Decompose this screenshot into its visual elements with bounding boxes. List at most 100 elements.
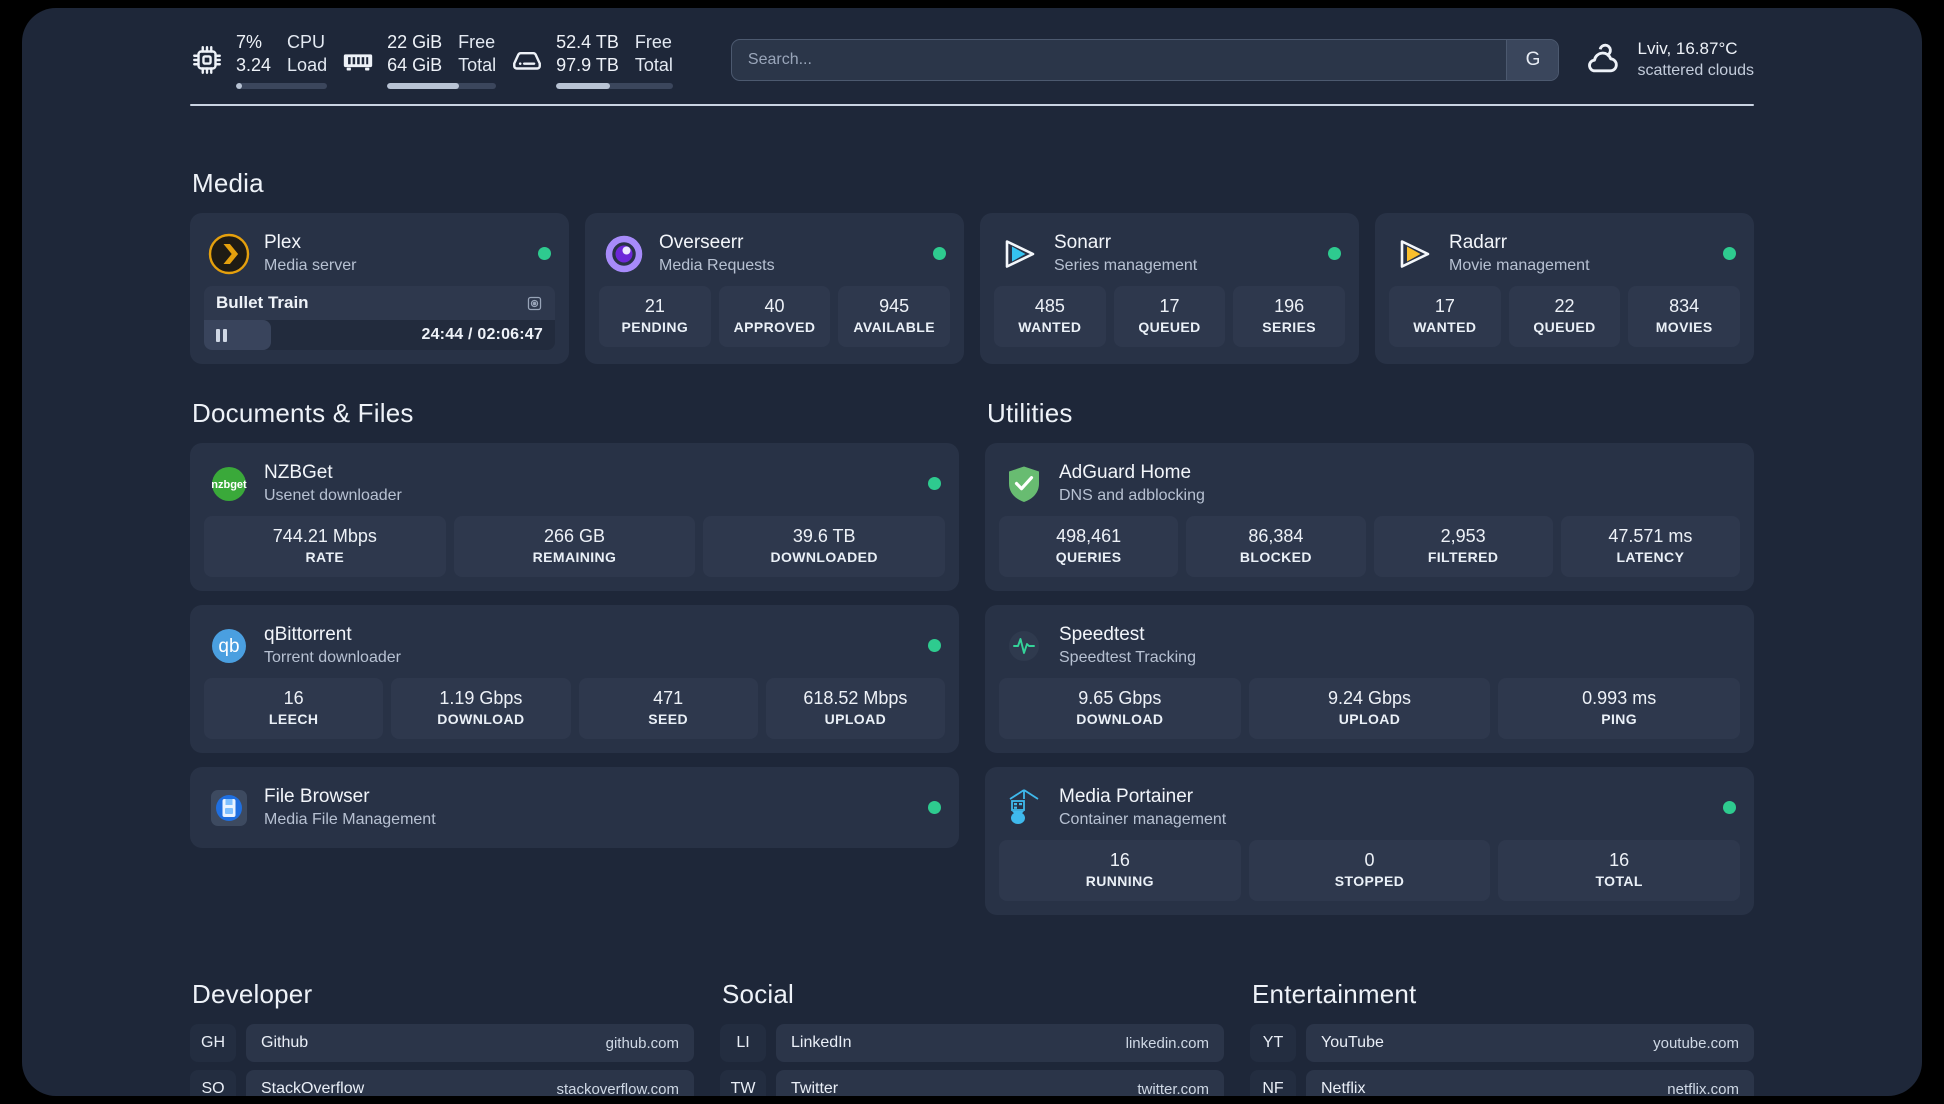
pause-icon[interactable] (216, 328, 227, 342)
metric-tile: 0.993 ms PING (1498, 678, 1741, 739)
bookmark-group-entertainment: Entertainment YT YouTube youtube.com NF … (1250, 979, 1754, 1096)
search-engine-button[interactable]: G (1506, 40, 1559, 80)
cloud-icon (1583, 40, 1623, 80)
stat-cpu[interactable]: 7% 3.24 CPU Load (190, 31, 328, 89)
bookmark-abbr: SO (190, 1070, 236, 1096)
metric-label: AVAILABLE (853, 319, 935, 335)
service-card-sonarr[interactable]: Sonarr Series management 485 WANTED 17 Q… (980, 213, 1359, 364)
bookmark-url: github.com (605, 1034, 679, 1052)
memory-free-value: 22 GiB (387, 32, 443, 52)
stat-memory[interactable]: 22 GiB 64 GiB Free Total (341, 31, 497, 89)
metric-tile: 485 WANTED (994, 286, 1106, 347)
metric-value: 485 (1034, 296, 1065, 316)
metric-tile: 86,384 BLOCKED (1186, 516, 1366, 577)
bookmark-abbr: TW (720, 1070, 766, 1096)
disk-free-value: 52.4 TB (556, 32, 619, 52)
metric-value: 471 (653, 688, 684, 708)
service-card-speedtest[interactable]: Speedtest Speedtest Tracking 9.65 Gbps D… (985, 605, 1754, 753)
bookmark-url: netflix.com (1667, 1080, 1739, 1097)
disk-label-top: Free (634, 32, 672, 52)
plex-logo-icon (208, 233, 250, 275)
weather-condition: scattered clouds (1637, 62, 1754, 79)
card-title: NZBGet (264, 462, 333, 483)
card-subtitle: Media Requests (659, 257, 775, 274)
dashboard-window: 7% 3.24 CPU Load (22, 8, 1922, 1096)
metric-label: UPLOAD (1338, 711, 1401, 727)
status-badge (1723, 247, 1736, 260)
bookmark-item[interactable]: NF Netflix netflix.com (1250, 1070, 1754, 1096)
metric-label: BLOCKED (1239, 549, 1312, 565)
bookmark-name: LinkedIn (791, 1034, 852, 1051)
overseerr-logo-icon (603, 233, 645, 275)
bookmark-name: Netflix (1321, 1080, 1366, 1096)
nzbget-logo-icon: nzbget (208, 463, 250, 505)
card-title: Radarr (1449, 232, 1508, 253)
weather-location-temp: Lviv, 16.87°C (1637, 39, 1738, 58)
metric-value: 266 GB (543, 526, 606, 546)
metric-value: 17 (1159, 296, 1180, 316)
metric-value: 21 (644, 296, 665, 316)
section-title-utilities: Utilities (987, 398, 1073, 428)
cast-icon[interactable] (526, 295, 543, 312)
status-badge (928, 477, 941, 490)
metric-value: 196 (1274, 296, 1305, 316)
bookmark-item[interactable]: TW Twitter twitter.com (720, 1070, 1224, 1096)
bookmark-abbr: NF (1250, 1070, 1296, 1096)
bookmark-item[interactable]: SO StackOverflow stackoverflow.com (190, 1070, 694, 1096)
metric-value: 618.52 Mbps (803, 688, 908, 708)
metric-tile: 9.65 Gbps DOWNLOAD (999, 678, 1241, 739)
card-title: Sonarr (1054, 232, 1112, 253)
metric-label: SERIES (1262, 319, 1317, 335)
bookmark-group-social: Social LI LinkedIn linkedin.com TW Twitt… (720, 979, 1224, 1096)
bookmark-item[interactable]: LI LinkedIn linkedin.com (720, 1024, 1224, 1062)
memory-total-value: 64 GiB (387, 55, 443, 75)
metric-tile: 47.571 ms LATENCY (1560, 516, 1740, 577)
card-title: Speedtest (1059, 624, 1145, 645)
metric-label: DOWNLOADED (770, 549, 878, 565)
card-title: File Browser (264, 786, 370, 807)
disk-label-bottom: Total (634, 55, 673, 75)
service-card-overseerr[interactable]: Overseerr Media Requests 21 PENDING 40 A… (585, 213, 964, 364)
service-card-radarr[interactable]: Radarr Movie management 17 WANTED 22 QUE… (1375, 213, 1754, 364)
service-card-media-portainer[interactable]: Media Portainer Container management 16 … (985, 767, 1754, 915)
cpu-label-bottom: Load (287, 55, 328, 75)
metric-label: PING (1601, 711, 1638, 727)
bookmark-item[interactable]: YT YouTube youtube.com (1250, 1024, 1754, 1062)
metric-label: RATE (305, 549, 345, 565)
playback-time: 24:44 / 02:06:47 (421, 326, 543, 343)
metric-tile: 17 WANTED (1389, 286, 1501, 347)
metric-tile: 945 AVAILABLE (838, 286, 951, 347)
metric-tile: 1.19 Gbps DOWNLOAD (391, 678, 571, 739)
weather-widget[interactable]: Lviv, 16.87°C scattered clouds (1583, 38, 1754, 82)
bookmark-group-developer: Developer GH Github github.com SO StackO… (190, 979, 694, 1096)
section-utilities: Utilities AdGuard Home DNS and adblockin… (985, 398, 1754, 929)
card-subtitle: Usenet downloader (264, 487, 402, 504)
bookmark-url: linkedin.com (1125, 1034, 1209, 1052)
status-badge (933, 247, 946, 260)
search-bar[interactable]: G (730, 39, 1560, 81)
bookmark-item[interactable]: GH Github github.com (190, 1024, 694, 1062)
disk-icon (510, 43, 544, 77)
metric-tile: 16 TOTAL (1498, 840, 1741, 901)
service-card-file-browser[interactable]: File Browser Media File Management (190, 767, 959, 848)
metric-value: 39.6 TB (792, 526, 856, 546)
service-card-qbittorrent[interactable]: qb qBittorrent Torrent downloader 16 LEE… (190, 605, 959, 753)
card-subtitle: Movie management (1449, 257, 1590, 274)
sonarr-logo-icon (998, 233, 1040, 275)
service-card-adguard-home[interactable]: AdGuard Home DNS and adblocking 498,461 … (985, 443, 1754, 591)
metric-label: LEECH (268, 711, 319, 727)
bookmark-group-title: Developer (192, 979, 313, 1009)
search-input[interactable] (731, 40, 1507, 80)
bookmark-name: Github (261, 1034, 309, 1051)
bookmark-group-title: Entertainment (1252, 979, 1417, 1009)
memory-label-bottom: Total (458, 55, 497, 75)
svg-text:qb: qb (218, 636, 239, 657)
metric-label: DOWNLOAD (1076, 711, 1164, 727)
service-card-nzbget[interactable]: nzbget NZBGet Usenet downloader 744.21 M… (190, 443, 959, 591)
playback-progress-bar[interactable] (204, 320, 271, 350)
service-card-plex[interactable]: Plex Media server Bullet Train (190, 213, 569, 364)
stat-disk[interactable]: 52.4 TB 97.9 TB Free Total (510, 31, 673, 89)
bookmark-url: twitter.com (1137, 1080, 1209, 1097)
metric-value: 945 (879, 296, 910, 316)
bookmark-abbr: YT (1250, 1024, 1296, 1062)
